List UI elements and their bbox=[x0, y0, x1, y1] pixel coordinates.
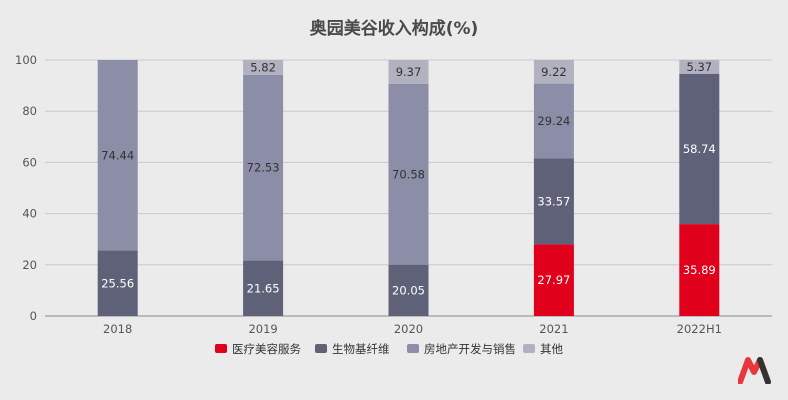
y-axis: 0 20 40 60 80 100 bbox=[15, 53, 37, 323]
data-label: 35.89 bbox=[683, 263, 716, 277]
y-tick-label: 100 bbox=[15, 53, 37, 67]
data-label: 74.44 bbox=[101, 148, 134, 162]
data-label: 20.05 bbox=[392, 283, 425, 297]
x-tick-label: 2022H1 bbox=[677, 322, 722, 336]
data-label: 5.82 bbox=[250, 60, 276, 74]
x-tick-label: 2020 bbox=[394, 322, 423, 336]
y-tick-label: 80 bbox=[22, 104, 37, 118]
bar-segment bbox=[243, 260, 284, 316]
legend-swatch bbox=[315, 344, 327, 353]
data-label: 27.97 bbox=[537, 273, 570, 287]
y-tick-label: 60 bbox=[22, 155, 37, 169]
legend-label: 其他 bbox=[540, 342, 563, 356]
y-tick-label: 0 bbox=[30, 309, 37, 323]
bar-segment bbox=[388, 264, 429, 316]
data-label: 70.58 bbox=[392, 167, 425, 181]
bar-segment bbox=[533, 158, 574, 245]
data-label: 72.53 bbox=[247, 161, 280, 175]
data-label: 29.24 bbox=[537, 114, 570, 128]
data-label: 9.22 bbox=[541, 65, 567, 79]
legend-label: 生物基纤维 bbox=[332, 342, 390, 356]
bar-segment bbox=[533, 83, 574, 159]
legend-swatch bbox=[215, 344, 227, 353]
chart-title: 奥园美谷收入构成(%) bbox=[310, 18, 479, 39]
bar-segment bbox=[243, 74, 284, 261]
data-label: 33.57 bbox=[537, 194, 570, 208]
y-tick-label: 40 bbox=[22, 207, 37, 221]
legend-swatch bbox=[523, 344, 535, 353]
data-label: 58.74 bbox=[683, 142, 716, 156]
bar-segment bbox=[97, 250, 138, 316]
x-tick-label: 2021 bbox=[539, 322, 568, 336]
bar-segment bbox=[679, 60, 720, 74]
brand-logo-icon bbox=[738, 357, 771, 384]
bar-segment bbox=[243, 60, 284, 75]
x-tick-label: 2019 bbox=[248, 322, 277, 336]
data-label: 25.56 bbox=[101, 276, 134, 290]
data-label: 5.37 bbox=[686, 60, 712, 74]
x-tick-label: 2018 bbox=[103, 322, 132, 336]
y-tick-label: 20 bbox=[22, 258, 37, 272]
bar-segment bbox=[533, 60, 574, 84]
x-axis: 2018 2019 2020 2021 2022H1 bbox=[103, 322, 722, 336]
legend-label: 房地产开发与销售 bbox=[424, 342, 516, 356]
legend-label: 医疗美容服务 bbox=[232, 342, 301, 356]
bar-segment bbox=[679, 73, 720, 225]
bar-segment bbox=[388, 60, 429, 84]
bar-segment bbox=[679, 224, 720, 316]
bar-segment bbox=[388, 83, 429, 265]
bars: 25.56 74.44 21.65 72.53 5.82 20.05 70.58 9.37 27… bbox=[97, 60, 720, 316]
legend: 医疗美容服务 生物基纤维 房地产开发与销售 其他 bbox=[215, 342, 563, 356]
bar-segment bbox=[533, 244, 574, 316]
bar-segment bbox=[97, 60, 138, 251]
data-label: 9.37 bbox=[396, 65, 422, 79]
data-label: 21.65 bbox=[247, 281, 280, 295]
legend-swatch bbox=[407, 344, 419, 353]
